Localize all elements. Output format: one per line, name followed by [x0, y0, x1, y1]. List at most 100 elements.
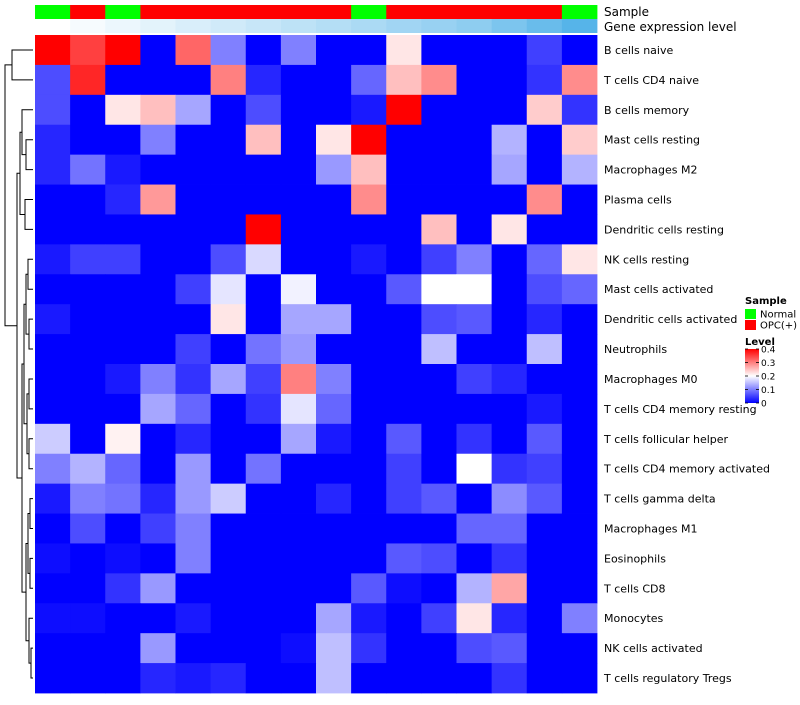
- heatmap-cell: [280, 154, 317, 185]
- heatmap-cell: [70, 274, 106, 305]
- gene-expression-annotation-cell: [210, 19, 247, 33]
- heatmap-cell: [105, 35, 141, 66]
- heatmap-cell: [70, 513, 106, 544]
- row-label: Mast cells activated: [604, 283, 713, 296]
- heatmap-cell: [70, 573, 106, 604]
- heatmap-cell: [351, 633, 387, 664]
- heatmap-cell: [105, 633, 141, 664]
- sample-legend-label: OPC(+): [760, 321, 797, 332]
- heatmap-cell: [526, 423, 563, 455]
- row-labels: B cells naive T cells CD4 naive B cells me…: [603, 44, 770, 685]
- column-annotations: [35, 5, 598, 33]
- heatmap-cell: [140, 393, 176, 425]
- heatmap-cell: [175, 154, 212, 185]
- heatmap-cell: [70, 603, 106, 634]
- heatmap-cell: [316, 483, 352, 514]
- heatmap-cell: [491, 633, 528, 664]
- heatmap-cell: [70, 64, 106, 96]
- heatmap-cell: [351, 154, 387, 185]
- heatmap-cell: [35, 94, 71, 126]
- gene-expression-annotation-cell: [561, 19, 598, 33]
- heatmap-cell: [386, 603, 422, 634]
- heatmap-cell: [316, 154, 352, 185]
- heatmap-cell: [456, 35, 493, 66]
- heatmap-cell: [105, 124, 141, 156]
- heatmap-cell: [175, 334, 212, 365]
- heatmap-cell: [105, 483, 141, 514]
- heatmap-cell: [456, 244, 493, 275]
- heatmap-cell: [526, 184, 563, 215]
- heatmap-cell: [491, 364, 528, 395]
- heatmap-cell: [526, 124, 563, 156]
- heatmap-cell: [140, 453, 176, 485]
- heatmap-cell: [316, 603, 352, 634]
- row-label: Mast cells resting: [604, 134, 700, 147]
- heatmap-cell: [70, 334, 106, 365]
- row-dendrogram: [4, 49, 33, 679]
- heatmap-cell: [210, 244, 247, 275]
- heatmap-cell: [140, 184, 176, 215]
- heatmap-cell: [280, 483, 317, 514]
- heatmap-cell: [456, 154, 493, 185]
- heatmap-cell: [70, 124, 106, 156]
- heatmap-cell: [561, 483, 598, 514]
- heatmap-cell: [351, 483, 387, 514]
- heatmap-cell: [386, 364, 422, 395]
- sample-annotation-cell: [210, 5, 247, 19]
- heatmap-cell: [280, 184, 317, 215]
- heatmap-cell: [175, 633, 212, 664]
- heatmap-cell: [456, 483, 493, 514]
- heatmap-cell: [105, 154, 141, 185]
- level-legend-tick-label: 0.3: [761, 359, 775, 369]
- heatmap-cell: [351, 393, 387, 425]
- heatmap-cell: [210, 304, 247, 335]
- dendrogram-branch: [11, 49, 33, 81]
- gene-expression-annotation-label: Gene expression level: [604, 20, 737, 34]
- sample-legend-label: Normal: [760, 310, 796, 321]
- heatmap-cell: [351, 214, 387, 245]
- heatmap-cell: [245, 244, 282, 275]
- heatmap-cell: [526, 663, 563, 694]
- heatmap-cell: [140, 94, 176, 126]
- heatmap-cell: [421, 543, 457, 574]
- heatmap-cell: [105, 184, 141, 215]
- heatmap-cell: [70, 184, 106, 215]
- heatmap-cell: [280, 603, 317, 634]
- heatmap-cell: [351, 35, 387, 66]
- heatmap-cell: [351, 334, 387, 365]
- level-legend-tick-label: 0.1: [761, 386, 775, 396]
- heatmap-cell: [210, 274, 247, 305]
- heatmap-cell: [210, 214, 247, 245]
- heatmap-cell: [421, 304, 457, 335]
- heatmap-cell: [210, 64, 247, 96]
- heatmap-cell: [421, 513, 457, 544]
- heatmap-cell: [386, 94, 422, 126]
- heatmap-cell: [245, 453, 282, 485]
- heatmap-cell: [386, 423, 422, 455]
- heatmap-cell: [105, 573, 141, 604]
- heatmap-cell: [316, 393, 352, 425]
- heatmap-cell: [421, 35, 457, 66]
- heatmap-cell: [105, 543, 141, 574]
- heatmap-cell: [210, 94, 247, 126]
- heatmap-cell: [491, 214, 528, 245]
- heatmap-cell: [35, 214, 71, 245]
- heatmap-cell: [210, 513, 247, 544]
- heatmap-cell: [561, 334, 598, 365]
- dendrogram-branch: [28, 378, 33, 410]
- heatmap-cell: [210, 393, 247, 425]
- heatmap-cell: [140, 64, 176, 96]
- heatmap-cell: [316, 633, 352, 664]
- heatmap-cell: [526, 513, 563, 544]
- heatmap-cell: [210, 453, 247, 485]
- heatmap-cell: [526, 603, 563, 634]
- heatmap-cell: [421, 214, 457, 245]
- heatmap-cell: [456, 513, 493, 544]
- heatmap-cell: [70, 663, 106, 694]
- heatmap-cell: [456, 423, 493, 455]
- heatmap-cell: [175, 274, 212, 305]
- heatmap-cell: [421, 334, 457, 365]
